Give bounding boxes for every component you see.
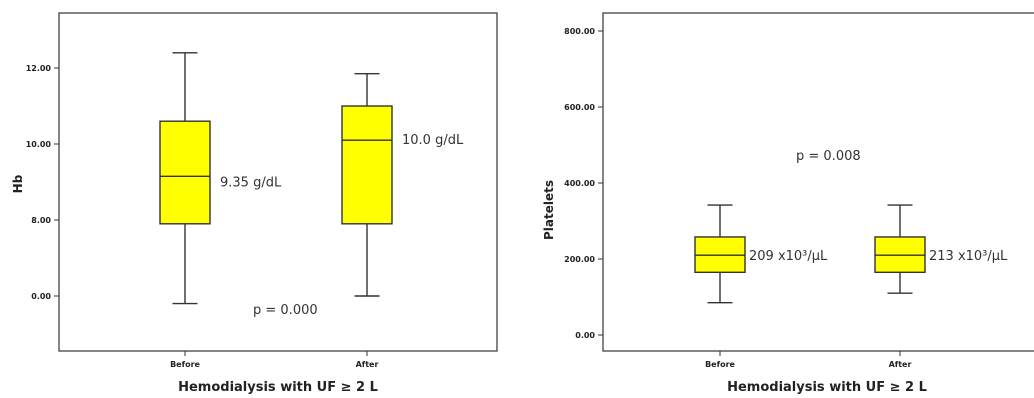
hb-x-axis: Before After	[170, 351, 378, 369]
iqr-box	[341, 105, 393, 225]
hb-box-after: 10.0 g/dL	[341, 72, 464, 297]
hb-y-tick-label: 10.00	[26, 140, 52, 149]
platelets-chart: 0.00 200.00 400.00 600.00 800.00 209 x10³/μL…	[542, 12, 1034, 395]
platelets-box-label: 213 x10³/μL	[929, 249, 1008, 264]
platelets-x-axis: Before After	[705, 351, 911, 369]
hb-p-value: p = 0.000	[253, 303, 318, 318]
hb-y-axis: 0.00 8.00 10.00 12.00	[26, 64, 59, 301]
hb-chart: 0.00 8.00 10.00 12.00 9.35 g/dL 10.0 g/dL Be…	[11, 12, 498, 395]
hb-plot-frame	[58, 12, 498, 352]
platelets-box-after: 213 x10³/μL	[874, 204, 1008, 294]
hb-x-axis-label: Hemodialysis with UF ≥ 2 L	[178, 380, 378, 395]
platelets-x-axis-label: Hemodialysis with UF ≥ 2 L	[727, 380, 927, 395]
platelets-y-tick-label: 600.00	[564, 103, 595, 112]
hb-y-tick-label: 8.00	[31, 216, 51, 225]
platelets-box-label: 209 x10³/μL	[749, 249, 828, 264]
platelets-y-tick-label: 0.00	[575, 331, 595, 340]
platelets-plot-frame	[602, 12, 1034, 352]
hb-boxes: 9.35 g/dL 10.0 g/dL	[159, 52, 464, 305]
platelets-y-tick-label: 200.00	[564, 255, 595, 264]
platelets-y-axis: 0.00 200.00 400.00 600.00 800.00	[564, 27, 603, 340]
hb-box-before: 9.35 g/dL	[159, 52, 282, 305]
platelets-y-axis-label: Platelets	[542, 180, 556, 240]
platelets-y-tick-label: 400.00	[564, 179, 595, 188]
platelets-category-label: After	[889, 360, 912, 369]
hb-y-tick-label: 12.00	[26, 64, 52, 73]
hb-y-tick-label: 0.00	[31, 292, 51, 301]
hb-box-label: 10.0 g/dL	[402, 133, 464, 148]
hb-category-label: Before	[170, 360, 200, 369]
hb-category-label: After	[356, 360, 379, 369]
iqr-box	[159, 120, 211, 225]
hb-y-axis-label: Hb	[11, 174, 25, 193]
platelets-boxes: 209 x10³/μL 213 x10³/μL	[694, 204, 1008, 304]
platelets-box-before: 209 x10³/μL	[694, 204, 828, 304]
platelets-p-value: p = 0.008	[796, 149, 861, 164]
hb-box-label: 9.35 g/dL	[220, 175, 282, 190]
platelets-y-tick-label: 800.00	[564, 27, 595, 36]
platelets-category-label: Before	[705, 360, 735, 369]
